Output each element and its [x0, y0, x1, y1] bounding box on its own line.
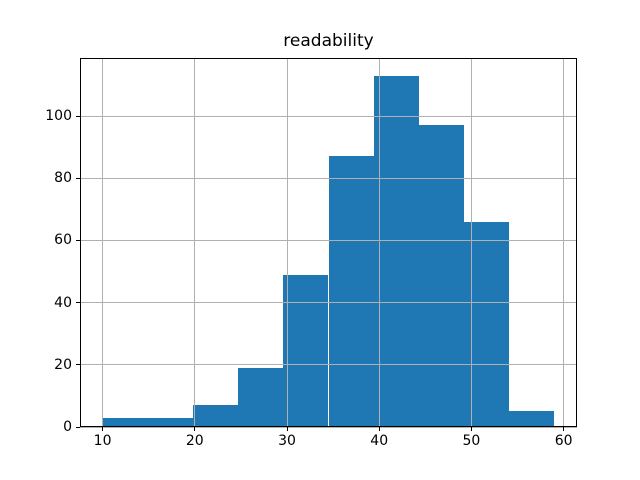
x-tick-label: 10 [93, 433, 112, 449]
y-gridline [80, 426, 577, 428]
x-gridline [102, 58, 104, 427]
histogram-bar [509, 411, 555, 427]
y-axis-tick [76, 115, 80, 117]
x-tick-label: 60 [554, 433, 573, 449]
x-tick-label: 20 [185, 433, 204, 449]
histogram-bar [373, 75, 419, 427]
x-axis-tick [563, 427, 565, 431]
y-gridline [80, 177, 577, 179]
x-axis-tick [194, 427, 196, 431]
y-axis-tick [76, 239, 80, 241]
y-tick-label: 40 [54, 294, 72, 311]
histogram-bar [147, 417, 193, 427]
plot-area: 10 20 30 40 50 60 0 20 40 60 80 100 [45, 58, 577, 448]
y-tick-label: 60 [54, 232, 72, 249]
x-axis-tick [470, 427, 472, 431]
x-axis-tick [286, 427, 288, 431]
x-axis-tick [378, 427, 380, 431]
histogram-bar [102, 417, 148, 427]
y-gridline [80, 239, 577, 241]
histogram-bar [238, 367, 284, 427]
x-gridline [378, 58, 380, 427]
y-axis-tick [76, 302, 80, 304]
y-gridline [80, 115, 577, 117]
x-tick-label: 40 [370, 433, 389, 449]
y-tick-label: 20 [54, 356, 72, 373]
histogram-bar [192, 405, 239, 427]
chart-title: readability [283, 31, 374, 51]
y-tick-label: 0 [63, 419, 72, 435]
x-gridline [470, 58, 472, 427]
y-tick-label: 80 [54, 170, 72, 187]
grid-layer [80, 58, 577, 428]
y-tick-label: 100 [45, 108, 72, 124]
x-tick-label: 30 [278, 433, 296, 449]
x-axis-tick [102, 427, 104, 431]
histogram-bar [283, 274, 329, 427]
histogram-bar [328, 156, 374, 427]
histogram-bar [418, 125, 465, 427]
y-gridline [80, 364, 577, 366]
x-gridline [194, 58, 196, 427]
ticks-layer: 10 20 30 40 50 60 0 20 40 60 80 100 [45, 58, 577, 448]
y-axis-tick [76, 364, 80, 366]
y-gridline [80, 302, 577, 304]
y-axis-tick [76, 177, 80, 179]
y-axis-tick [76, 426, 80, 428]
x-tick-label: 50 [462, 433, 481, 449]
x-gridline [563, 58, 565, 427]
x-gridline [286, 58, 288, 427]
